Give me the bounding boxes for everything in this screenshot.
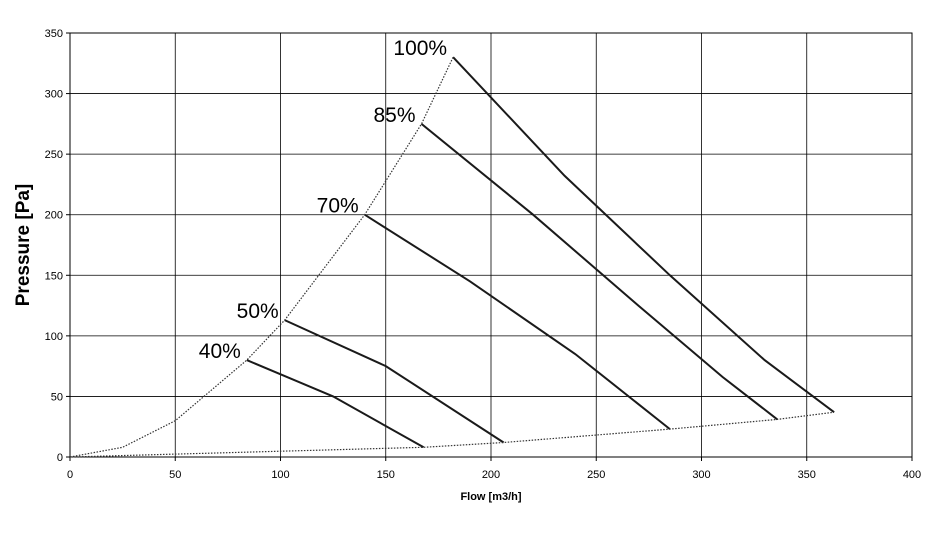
y-tick-label: 0 — [57, 452, 63, 464]
system-curve — [69, 56, 454, 458]
fan-curve — [284, 319, 505, 444]
x-tick-label: 350 — [798, 469, 816, 481]
x-tick-label: 50 — [169, 469, 181, 481]
x-tick-label: 100 — [271, 469, 289, 481]
fan-curve — [420, 123, 778, 421]
y-tick-label: 250 — [45, 149, 63, 161]
curve-label: 100% — [393, 37, 447, 60]
y-axis-title: Pressure [Pa] — [13, 184, 34, 307]
fan-curve — [246, 359, 425, 449]
curve-label: 50% — [237, 300, 279, 323]
x-tick-label: 200 — [482, 469, 500, 481]
curve-label: 40% — [199, 340, 241, 363]
y-tick-label: 100 — [45, 331, 63, 343]
y-tick-label: 350 — [45, 28, 63, 40]
plot-frame — [69, 32, 913, 458]
x-axis-title: Flow [m3/h] — [460, 491, 521, 503]
fan-curve — [364, 213, 671, 430]
y-tick-label: 150 — [45, 270, 63, 282]
y-tick-label: 200 — [45, 210, 63, 222]
system-curve — [69, 411, 835, 458]
x-tick-label: 250 — [587, 469, 605, 481]
y-tick-label: 300 — [45, 89, 63, 101]
x-tick-label: 0 — [67, 469, 73, 481]
x-tick-label: 300 — [692, 469, 710, 481]
fan-curve — [452, 56, 835, 414]
curve-label: 85% — [374, 104, 416, 127]
curve-label: 70% — [317, 195, 359, 218]
x-tick-label: 400 — [903, 469, 921, 481]
y-tick-label: 50 — [51, 391, 63, 403]
x-tick-label: 150 — [377, 469, 395, 481]
